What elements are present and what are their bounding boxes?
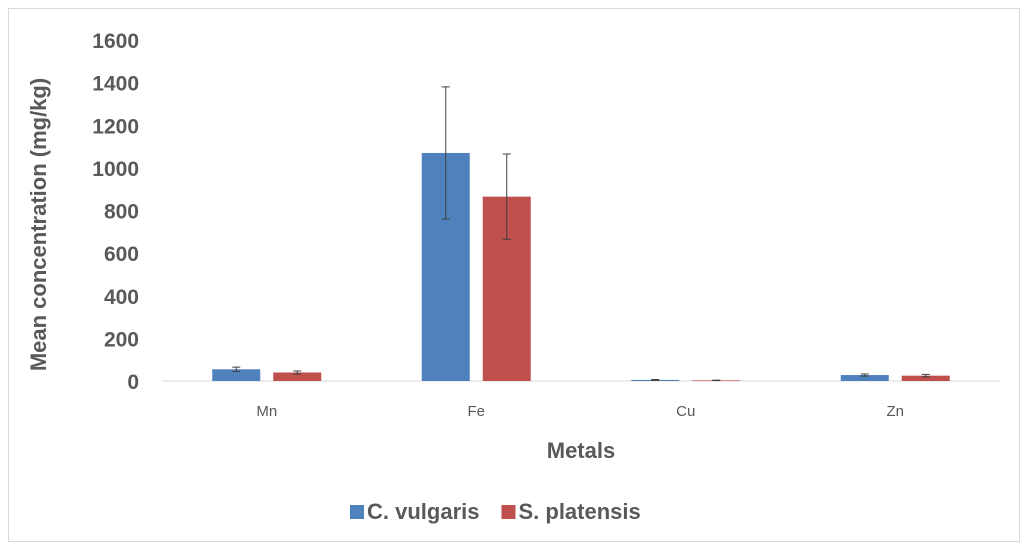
error-bar	[921, 373, 930, 378]
bar-mn-2	[273, 372, 322, 381]
y-tick-label: 400	[104, 286, 139, 309]
x-axis-tick-labels: Mn Fe Cu Zn	[256, 403, 904, 420]
y-axis-title: Mean concentration (mg/kg)	[26, 78, 51, 371]
x-tick-label: Fe	[467, 403, 485, 420]
legend-swatch	[501, 505, 516, 519]
y-tick-label: 1400	[92, 73, 139, 96]
legend: C. vulgaris S. platensis	[350, 499, 641, 524]
legend-label: C. vulgaris	[367, 499, 479, 524]
legend-item-2: S. platensis	[501, 499, 641, 524]
error-bar	[860, 373, 869, 377]
bar-mn-1	[212, 369, 261, 381]
y-tick-label: 800	[104, 201, 139, 224]
y-tick-label: 600	[104, 243, 139, 266]
bar-zn-2	[901, 375, 950, 381]
y-tick-label: 1200	[92, 115, 139, 138]
y-axis-tick-labels: 0 200 400 600 800 1000 1200 1400 1600	[92, 30, 139, 394]
error-bar	[293, 370, 302, 375]
error-bar	[502, 153, 511, 240]
x-tick-label: Zn	[886, 403, 904, 420]
x-tick-label: Cu	[676, 403, 695, 420]
y-tick-label: 1000	[92, 158, 139, 181]
error-bar	[232, 366, 241, 372]
y-tick-label: 1600	[92, 30, 139, 53]
x-tick-label: Mn	[256, 403, 277, 420]
legend-label: S. platensis	[518, 499, 640, 524]
bars-group	[212, 86, 950, 382]
error-bar	[441, 86, 450, 220]
bar-zn-1	[840, 375, 889, 381]
y-tick-label: 200	[104, 328, 139, 351]
error-bar	[651, 379, 660, 381]
legend-swatch	[350, 505, 364, 519]
x-axis-title: Metals	[547, 438, 615, 463]
y-tick-label: 0	[127, 371, 139, 394]
legend-item-1: C. vulgaris	[350, 499, 479, 524]
